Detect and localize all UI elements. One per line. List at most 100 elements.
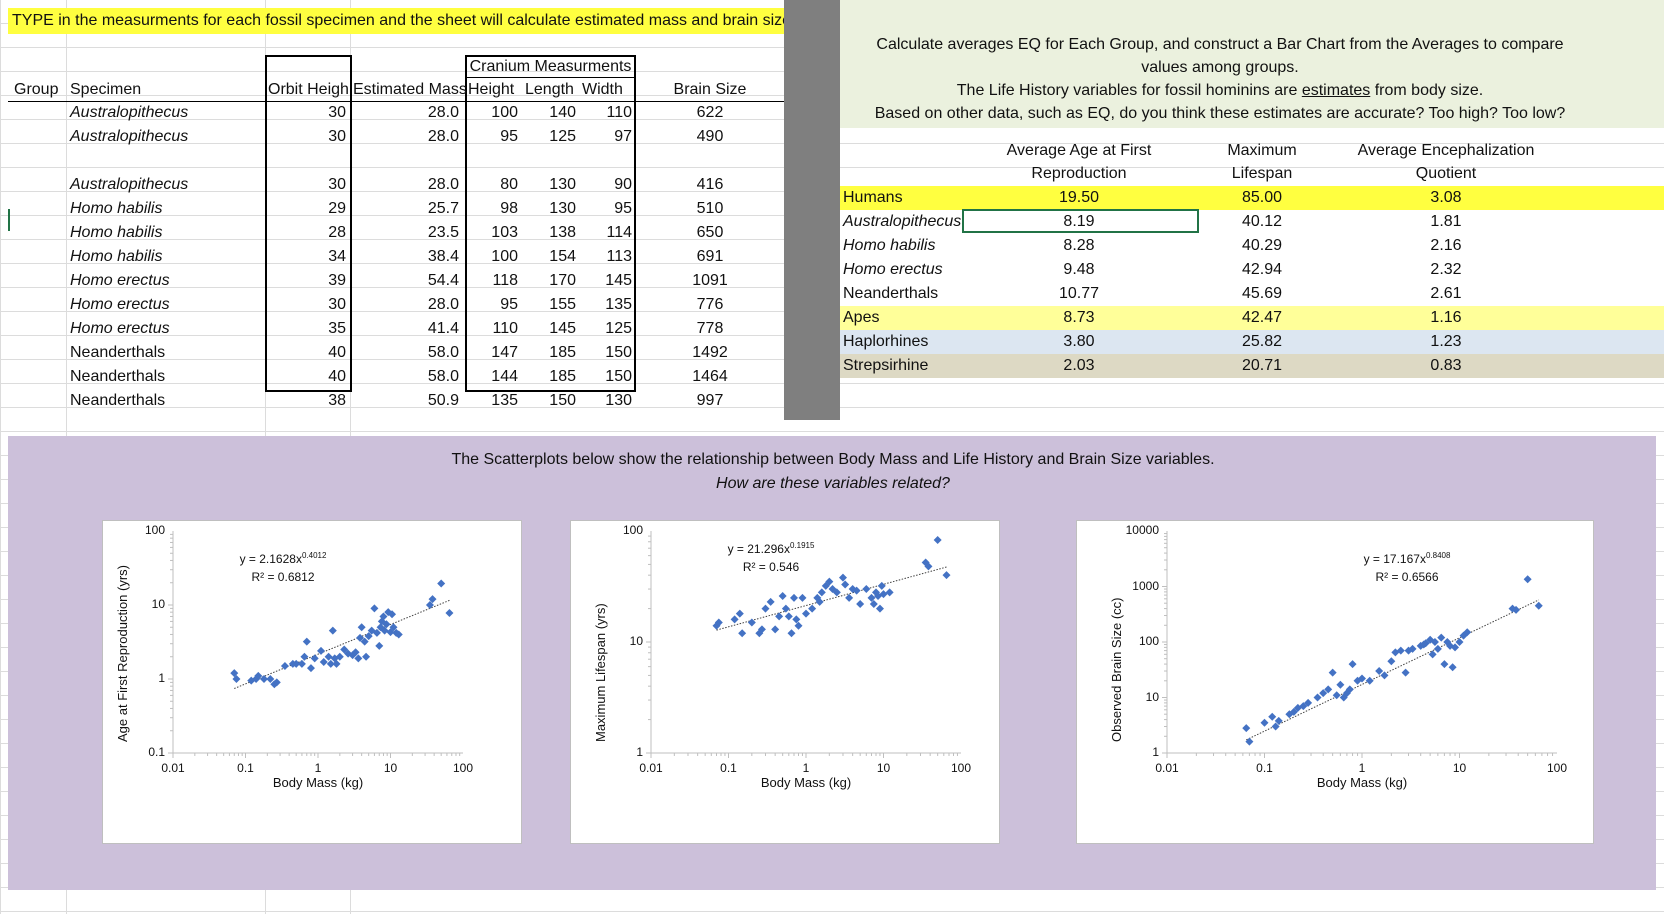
fossil-cell-length[interactable]: 154 (549, 248, 576, 265)
fossil-cell-orbit[interactable]: 40 (328, 368, 346, 385)
fossil-cell-orbit[interactable]: 30 (328, 296, 346, 313)
fossil-cell-width[interactable]: 95 (614, 200, 632, 217)
fossil-cell-specimen[interactable]: Homo habilis (70, 224, 163, 241)
fossil-cell-specimen[interactable]: Homo erectus (70, 272, 170, 289)
fossil-cell-mass[interactable]: 41.4 (427, 320, 459, 337)
fossil-cell-height[interactable]: 80 (500, 176, 518, 193)
fossil-cell-length[interactable]: 145 (549, 320, 576, 337)
fossil-cell-mass[interactable]: 38.4 (427, 248, 459, 265)
fossil-cell-brain[interactable]: 1492 (692, 344, 728, 361)
fossil-cell-length[interactable]: 185 (549, 344, 576, 361)
fossil-cell-brain[interactable]: 997 (696, 392, 724, 409)
fossil-cell-width[interactable]: 97 (614, 128, 632, 145)
scatter-chart-brain-size[interactable]: 0.01 0.1 1 10 100 10000 1000 100 10 1 Body Mass (k… (1076, 520, 1594, 844)
fossil-cell-brain[interactable]: 691 (696, 248, 724, 265)
fossil-cell-brain[interactable]: 776 (696, 296, 724, 313)
fossil-cell-height[interactable]: 103 (491, 224, 518, 241)
fossil-cell-brain[interactable]: 416 (696, 176, 724, 193)
fossil-cell-mass[interactable]: 50.9 (427, 392, 459, 409)
fossil-cell-brain[interactable]: 1464 (692, 368, 728, 385)
fossil-cell-specimen[interactable]: Neanderthals (70, 344, 166, 361)
fossil-cell-mass[interactable]: 28.0 (427, 128, 459, 145)
fossil-cell-specimen[interactable]: Australopithecus (70, 104, 189, 121)
scatter-chart-age-reproduction[interactable]: 0.01 0.1 1 10 100 100 10 1 0.1 Body Mass (kg) Age … (102, 520, 522, 844)
summary-cell-eq[interactable]: 2.61 (1430, 285, 1462, 302)
fossil-cell-width[interactable]: 125 (605, 320, 632, 337)
fossil-cell-length[interactable]: 140 (549, 104, 576, 121)
fossil-cell-orbit[interactable]: 35 (328, 320, 346, 337)
summary-cell-group[interactable]: Homo erectus (843, 261, 943, 278)
fossil-cell-height[interactable]: 100 (491, 104, 518, 121)
fossil-cell-height[interactable]: 98 (500, 200, 518, 217)
fossil-cell-mass[interactable]: 28.0 (427, 296, 459, 313)
fossil-cell-orbit[interactable]: 30 (328, 104, 346, 121)
summary-cell-group[interactable]: Haplorhines (843, 333, 929, 350)
fossil-cell-width[interactable]: 90 (614, 176, 632, 193)
fossil-cell-length[interactable]: 138 (549, 224, 576, 241)
summary-cell-group[interactable]: Homo habilis (843, 237, 936, 254)
fossil-cell-orbit[interactable]: 34 (328, 248, 346, 265)
fossil-cell-length[interactable]: 130 (549, 176, 576, 193)
fossil-cell-specimen[interactable]: Homo habilis (70, 200, 163, 217)
fossil-cell-width[interactable]: 145 (605, 272, 632, 289)
summary-cell-age[interactable]: 8.19 (1063, 213, 1095, 230)
fossil-cell-height[interactable]: 95 (500, 128, 518, 145)
summary-cell-eq[interactable]: 3.08 (1430, 189, 1462, 206)
summary-cell-eq[interactable]: 0.83 (1430, 357, 1462, 374)
summary-cell-life[interactable]: 42.94 (1241, 261, 1283, 278)
fossil-cell-brain[interactable]: 778 (696, 320, 724, 337)
summary-cell-age[interactable]: 8.28 (1063, 237, 1095, 254)
fossil-cell-height[interactable]: 100 (491, 248, 518, 265)
summary-cell-group[interactable]: Strepsirhine (843, 357, 929, 374)
fossil-cell-height[interactable]: 144 (491, 368, 518, 385)
fossil-cell-height[interactable]: 95 (500, 296, 518, 313)
fossil-cell-orbit[interactable]: 29 (328, 200, 346, 217)
summary-cell-life[interactable]: 42.47 (1241, 309, 1283, 326)
fossil-cell-mass[interactable]: 23.5 (427, 224, 459, 241)
selected-cell[interactable] (962, 209, 1199, 233)
fossil-cell-width[interactable]: 150 (605, 344, 632, 361)
fossil-cell-orbit[interactable]: 28 (328, 224, 346, 241)
fossil-cell-specimen[interactable]: Homo erectus (70, 296, 170, 313)
fossil-cell-specimen[interactable]: Australopithecus (70, 176, 189, 193)
fossil-cell-width[interactable]: 110 (606, 104, 632, 121)
summary-cell-group[interactable]: Apes (843, 309, 880, 326)
fossil-cell-orbit[interactable]: 38 (328, 392, 346, 409)
fossil-cell-height[interactable]: 110 (492, 320, 518, 337)
fossil-cell-mass[interactable]: 54.4 (427, 272, 459, 289)
fossil-cell-specimen[interactable]: Australopithecus (70, 128, 189, 145)
fossil-cell-length[interactable]: 170 (549, 272, 576, 289)
summary-cell-life[interactable]: 40.12 (1241, 213, 1283, 230)
fossil-cell-orbit[interactable]: 30 (328, 176, 346, 193)
summary-cell-age[interactable]: 8.73 (1063, 309, 1095, 326)
fossil-cell-brain[interactable]: 1091 (692, 272, 728, 289)
fossil-cell-orbit[interactable]: 30 (328, 128, 346, 145)
fossil-cell-brain[interactable]: 650 (696, 224, 724, 241)
fossil-cell-width[interactable]: 113 (606, 248, 632, 265)
fossil-cell-brain[interactable]: 490 (696, 128, 724, 145)
fossil-cell-length[interactable]: 185 (549, 368, 576, 385)
fossil-cell-specimen[interactable]: Homo erectus (70, 320, 170, 337)
fossil-cell-length[interactable]: 150 (549, 392, 576, 409)
fossil-cell-length[interactable]: 125 (549, 128, 576, 145)
fossil-cell-width[interactable]: 130 (605, 392, 632, 409)
scatter-chart-lifespan[interactable]: 0.01 0.1 1 10 100 100 10 1 Body Mass (kg) Maximum… (570, 520, 1000, 844)
fossil-cell-width[interactable]: 114 (606, 224, 632, 241)
fossil-cell-specimen[interactable]: Neanderthals (70, 368, 166, 385)
fossil-cell-mass[interactable]: 28.0 (427, 104, 459, 121)
summary-cell-life[interactable]: 20.71 (1241, 357, 1283, 374)
summary-cell-age[interactable]: 19.50 (1058, 189, 1100, 206)
fossil-cell-mass[interactable]: 25.7 (427, 200, 459, 217)
fossil-cell-orbit[interactable]: 40 (328, 344, 346, 361)
fossil-cell-mass[interactable]: 58.0 (427, 344, 459, 361)
summary-cell-life[interactable]: 45.69 (1241, 285, 1283, 302)
summary-cell-eq[interactable]: 1.23 (1430, 333, 1462, 350)
summary-cell-group[interactable]: Australopithecus (843, 213, 962, 230)
fossil-cell-specimen[interactable]: Neanderthals (70, 392, 166, 409)
fossil-cell-height[interactable]: 118 (492, 272, 518, 289)
summary-cell-eq[interactable]: 2.16 (1430, 237, 1462, 254)
summary-cell-life[interactable]: 40.29 (1241, 237, 1283, 254)
summary-cell-eq[interactable]: 1.16 (1430, 309, 1462, 326)
summary-cell-age[interactable]: 2.03 (1063, 357, 1095, 374)
fossil-cell-mass[interactable]: 58.0 (427, 368, 459, 385)
